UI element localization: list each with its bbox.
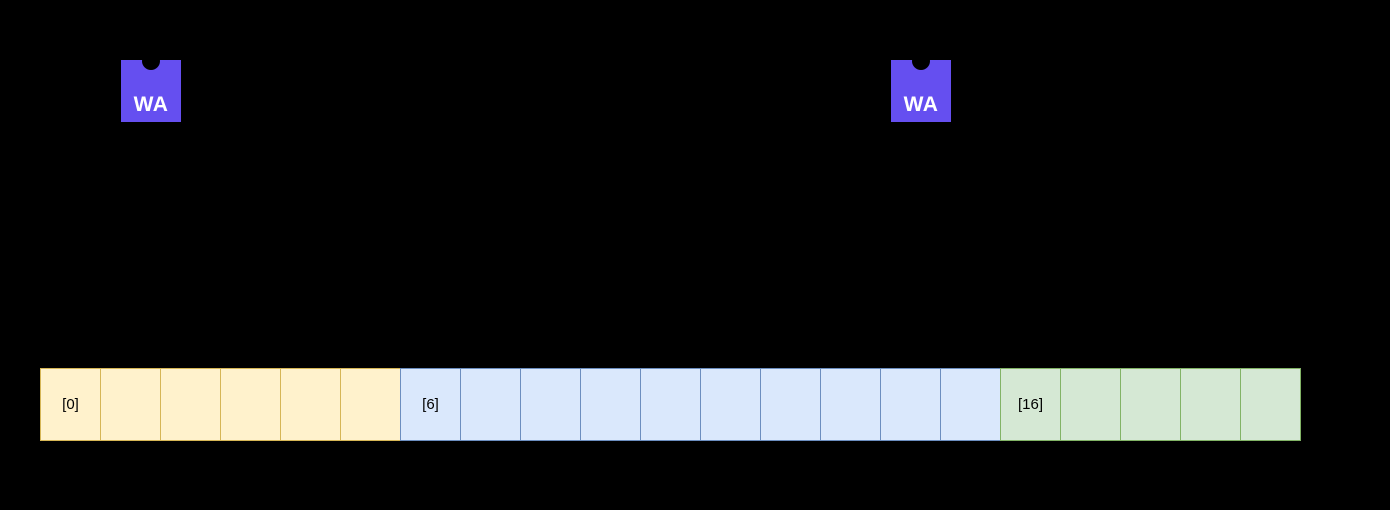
wasm-logo-left: WA [121,52,181,122]
memory-bar: [0] [6] [16] [40,368,1301,441]
memory-cell-4 [280,368,341,441]
wasm-logo-text: WA [903,93,939,116]
memory-cell-6: [6] [400,368,461,441]
memory-cell-12 [760,368,821,441]
memory-cell-17 [1060,368,1121,441]
memory-cell-1 [100,368,161,441]
memory-cell-2 [160,368,221,441]
wasm-logo-right: WA [891,52,951,122]
memory-cell-18 [1120,368,1181,441]
memory-cell-19 [1180,368,1241,441]
memory-cell-5 [340,368,401,441]
logo-notch-icon [912,52,930,70]
memory-cell-3 [220,368,281,441]
memory-cell-7 [460,368,521,441]
memory-cell-14 [880,368,941,441]
memory-cell-16: [16] [1000,368,1061,441]
memory-cell-10 [640,368,701,441]
memory-cell-11 [700,368,761,441]
memory-cell-0: [0] [40,368,101,441]
logo-notch-icon [142,52,160,70]
memory-cell-20 [1240,368,1301,441]
wasm-logo-text: WA [133,93,169,116]
memory-cell-15 [940,368,1001,441]
memory-cell-8 [520,368,581,441]
memory-cell-13 [820,368,881,441]
memory-cell-9 [580,368,641,441]
